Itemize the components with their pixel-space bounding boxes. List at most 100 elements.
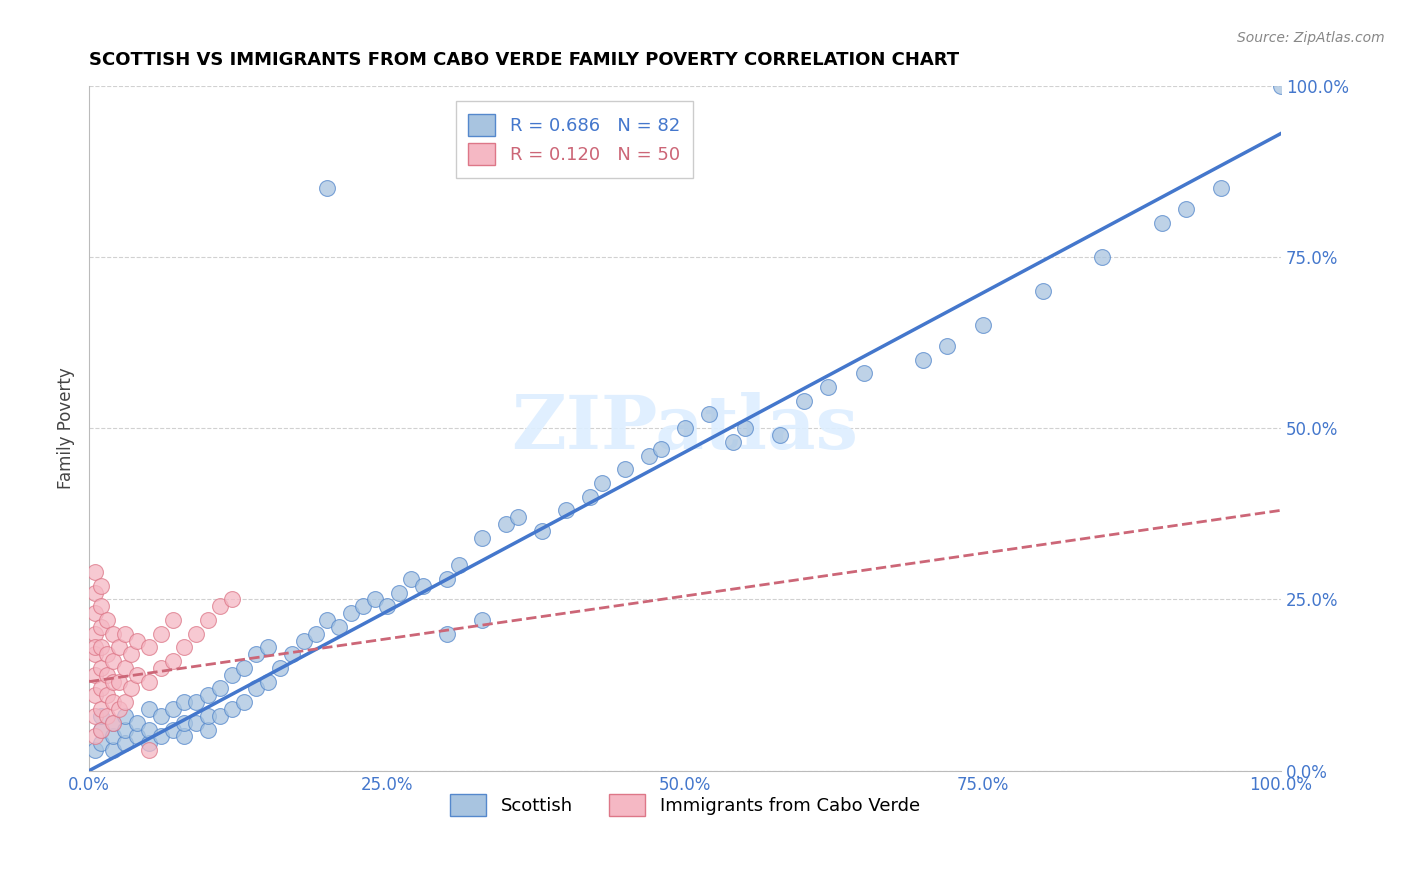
- Point: [101, 715, 124, 730]
- Point: [734, 421, 756, 435]
- Point: [162, 654, 184, 668]
- Point: [90, 723, 112, 737]
- Point: [96, 689, 118, 703]
- Point: [108, 640, 131, 655]
- Point: [120, 647, 142, 661]
- Point: [221, 667, 243, 681]
- Point: [90, 702, 112, 716]
- Point: [101, 654, 124, 668]
- Point: [233, 695, 256, 709]
- Point: [96, 709, 118, 723]
- Point: [125, 667, 148, 681]
- Point: [972, 318, 994, 333]
- Point: [257, 640, 280, 655]
- Point: [412, 579, 434, 593]
- Point: [221, 702, 243, 716]
- Point: [125, 633, 148, 648]
- Point: [1032, 284, 1054, 298]
- Point: [101, 695, 124, 709]
- Point: [471, 531, 494, 545]
- Point: [530, 524, 553, 538]
- Point: [1091, 250, 1114, 264]
- Point: [280, 647, 302, 661]
- Point: [375, 599, 398, 614]
- Point: [304, 626, 326, 640]
- Point: [84, 647, 107, 661]
- Point: [84, 626, 107, 640]
- Point: [245, 681, 267, 696]
- Point: [591, 475, 613, 490]
- Point: [120, 681, 142, 696]
- Point: [101, 626, 124, 640]
- Point: [209, 681, 232, 696]
- Point: [578, 490, 600, 504]
- Point: [173, 640, 195, 655]
- Point: [90, 620, 112, 634]
- Point: [90, 709, 112, 723]
- Point: [114, 723, 136, 737]
- Point: [138, 736, 160, 750]
- Point: [495, 516, 517, 531]
- Point: [114, 709, 136, 723]
- Point: [138, 702, 160, 716]
- Point: [84, 709, 107, 723]
- Point: [90, 681, 112, 696]
- Y-axis label: Family Poverty: Family Poverty: [58, 368, 75, 489]
- Point: [162, 723, 184, 737]
- Point: [471, 613, 494, 627]
- Point: [108, 674, 131, 689]
- Point: [197, 613, 219, 627]
- Point: [114, 626, 136, 640]
- Point: [269, 661, 291, 675]
- Point: [352, 599, 374, 614]
- Point: [614, 462, 637, 476]
- Point: [108, 702, 131, 716]
- Point: [149, 661, 172, 675]
- Point: [328, 620, 350, 634]
- Point: [912, 352, 935, 367]
- Point: [138, 640, 160, 655]
- Point: [233, 661, 256, 675]
- Point: [101, 674, 124, 689]
- Point: [90, 736, 112, 750]
- Point: [101, 743, 124, 757]
- Point: [125, 715, 148, 730]
- Point: [149, 709, 172, 723]
- Point: [554, 503, 576, 517]
- Point: [340, 606, 363, 620]
- Point: [316, 181, 339, 195]
- Point: [936, 339, 959, 353]
- Point: [90, 579, 112, 593]
- Point: [186, 626, 208, 640]
- Point: [817, 380, 839, 394]
- Point: [221, 592, 243, 607]
- Point: [90, 640, 112, 655]
- Point: [114, 736, 136, 750]
- Point: [138, 674, 160, 689]
- Point: [257, 674, 280, 689]
- Point: [673, 421, 696, 435]
- Point: [84, 689, 107, 703]
- Point: [292, 633, 315, 648]
- Legend: Scottish, Immigrants from Cabo Verde: Scottish, Immigrants from Cabo Verde: [443, 787, 927, 823]
- Point: [1150, 215, 1173, 229]
- Point: [197, 689, 219, 703]
- Point: [769, 428, 792, 442]
- Point: [162, 702, 184, 716]
- Point: [399, 572, 422, 586]
- Point: [186, 695, 208, 709]
- Point: [84, 743, 107, 757]
- Point: [138, 743, 160, 757]
- Point: [84, 667, 107, 681]
- Point: [852, 366, 875, 380]
- Point: [84, 640, 107, 655]
- Point: [138, 723, 160, 737]
- Point: [114, 661, 136, 675]
- Point: [96, 667, 118, 681]
- Point: [173, 715, 195, 730]
- Point: [162, 613, 184, 627]
- Point: [650, 442, 672, 456]
- Point: [114, 695, 136, 709]
- Point: [316, 613, 339, 627]
- Point: [84, 565, 107, 579]
